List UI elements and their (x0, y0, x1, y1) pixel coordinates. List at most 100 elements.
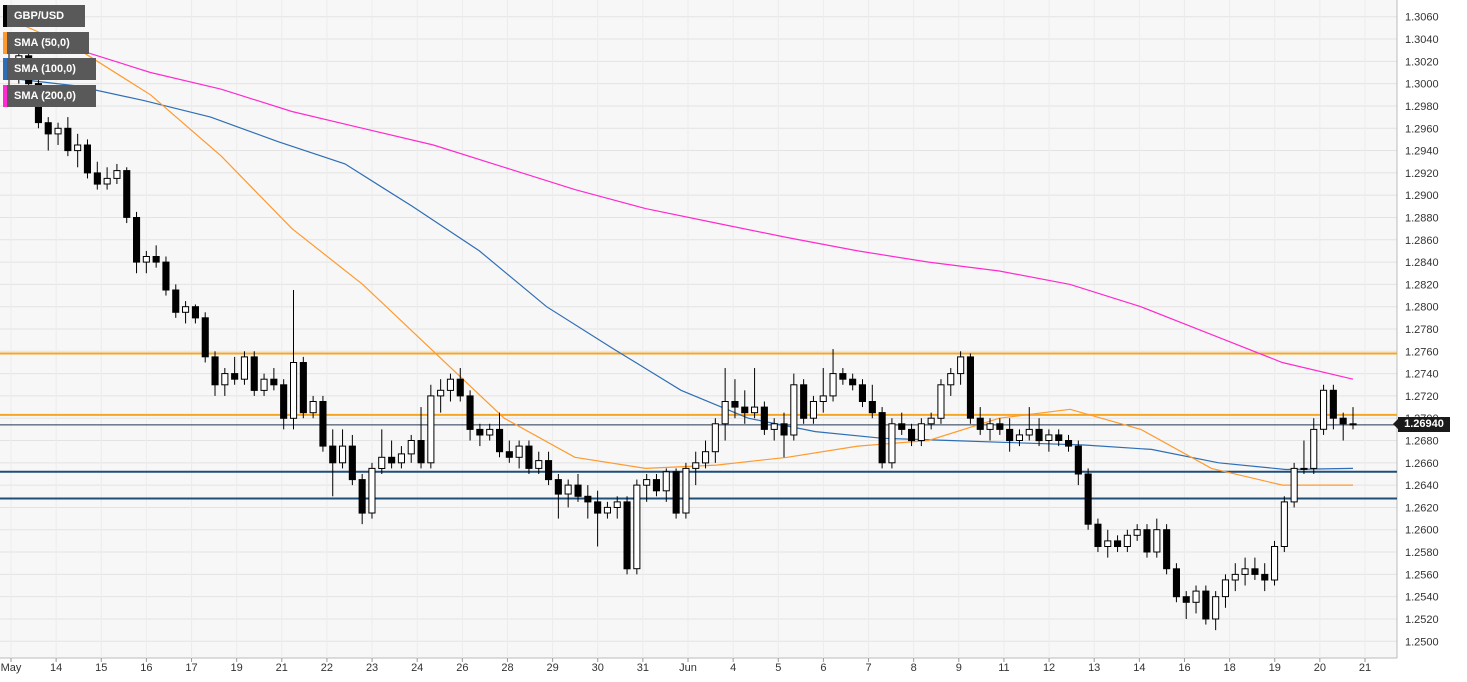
candle (1320, 384, 1328, 435)
candle-body (535, 460, 543, 469)
candle-body (780, 423, 788, 436)
candle (603, 501, 612, 519)
candle-body (966, 356, 975, 419)
candle (760, 401, 768, 435)
candle (54, 122, 62, 145)
candle (1310, 418, 1318, 474)
candle-body (250, 356, 258, 391)
y-tick-label: 1.3020 (1405, 56, 1439, 68)
candle-body (1114, 540, 1122, 548)
candle (103, 167, 111, 190)
candle (790, 373, 798, 441)
y-tick-label: 1.2620 (1405, 502, 1439, 514)
candle (662, 468, 670, 502)
candle-body (1172, 568, 1181, 598)
candle (142, 250, 150, 274)
candle (191, 304, 199, 324)
candle-body (1055, 434, 1063, 441)
candle-body (446, 378, 454, 391)
x-tick-label: 13 (1088, 662, 1100, 674)
candle-body (1084, 473, 1092, 525)
candle (1221, 574, 1230, 608)
candle-body (957, 356, 965, 375)
candle-body (584, 495, 592, 503)
candle (1094, 518, 1102, 553)
candle-body (751, 406, 759, 414)
candle-body (633, 484, 641, 570)
candle (476, 423, 484, 447)
candle (702, 440, 710, 469)
candle (407, 434, 415, 463)
y-tick-label: 1.2760 (1405, 346, 1439, 358)
candle (839, 368, 847, 385)
candle-body (368, 467, 376, 514)
legend-item-sma-100[interactable]: SMA (100,0) (3, 58, 96, 80)
candle (172, 284, 180, 318)
x-tick-label: 14 (50, 662, 62, 674)
candle (564, 479, 572, 508)
candle (878, 407, 886, 469)
candle-body (113, 170, 121, 179)
candle (182, 301, 190, 324)
candle-body (290, 362, 298, 419)
legend-item-sma-50[interactable]: SMA (50,0) (3, 31, 89, 54)
candle-body (849, 378, 857, 386)
candle (613, 496, 621, 519)
x-tick-label: 16 (1178, 662, 1190, 674)
candle-body (574, 484, 582, 497)
candle-body (1320, 389, 1328, 430)
candle (83, 139, 92, 179)
candle-body (819, 395, 827, 402)
candle-body (221, 373, 229, 386)
candle (898, 412, 906, 435)
candle (858, 379, 867, 408)
y-tick-label: 1.2520 (1405, 614, 1439, 626)
candle-body (986, 423, 994, 430)
candle-body (1094, 523, 1102, 548)
sma-50-line (8, 18, 1353, 486)
candle-body (240, 356, 248, 380)
sma-100-line (8, 77, 1354, 471)
x-tick-label: 15 (95, 662, 107, 674)
y-tick-label: 1.2640 (1405, 480, 1439, 492)
candle-body (427, 395, 435, 464)
candle (211, 351, 219, 396)
candle (1202, 585, 1210, 625)
legend-item-gbpusd[interactable]: GBP/USD (3, 5, 85, 27)
candle (731, 379, 739, 419)
candle (437, 379, 445, 413)
candle (1192, 585, 1200, 614)
legend-item-sma-200[interactable]: SMA (200,0) (3, 84, 96, 107)
candle (1182, 591, 1190, 619)
candle (1271, 540, 1279, 586)
candle (711, 418, 719, 463)
candle-body (1035, 428, 1043, 442)
candle (554, 473, 562, 519)
candle (908, 423, 916, 447)
x-tick-label: 17 (185, 662, 197, 674)
gridlines (0, 0, 1398, 659)
candle-body (44, 122, 52, 135)
candle-body (1290, 467, 1298, 503)
candle (240, 351, 248, 385)
candle (1104, 529, 1112, 558)
x-tick-label: 21 (1359, 662, 1371, 674)
x-tick-label: 14 (1133, 662, 1145, 674)
candle-body (1025, 428, 1033, 436)
candle (221, 368, 229, 396)
sma-200-line (8, 38, 1354, 380)
candle-body (1221, 579, 1230, 598)
y-tick-label: 1.2660 (1405, 458, 1439, 470)
y-tick-label: 1.2840 (1405, 257, 1439, 269)
x-tick-label: 6 (820, 662, 826, 674)
y-tick-label: 1.3060 (1405, 12, 1439, 24)
candle (1153, 518, 1161, 558)
legend: GBP/USD SMA (50,0) SMA (100,0) SMA (200,… (3, 5, 96, 111)
candle (819, 368, 827, 413)
y-tick-label: 1.2880 (1405, 212, 1439, 224)
candle (290, 289, 298, 430)
y-axis-ticks: 1.3060 1.3040 1.3020 1.3000 1.2980 1.2960 1.29… (1405, 12, 1439, 649)
candle (505, 440, 513, 463)
candle (868, 384, 876, 419)
candle (466, 390, 474, 441)
